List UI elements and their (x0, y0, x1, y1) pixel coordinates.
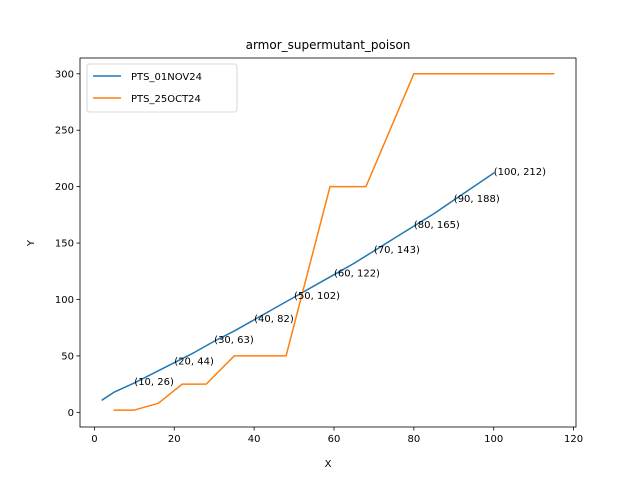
y-tick-label: 250 (55, 126, 74, 137)
data-label: (50, 102) (294, 291, 340, 302)
x-tick-label: 20 (168, 434, 181, 445)
x-tick-label: 120 (564, 434, 583, 445)
plot-area: 0 20 40 60 80 100 120 0 50 100 150 200 250 300 (10, 26… (55, 57, 583, 445)
chart-title: armor_supermutant_poison (246, 38, 411, 52)
data-label: (10, 26) (134, 377, 174, 388)
axes-frame (79, 57, 577, 428)
series-line-pts-25oct24 (113, 73, 555, 411)
data-label: (20, 44) (174, 357, 214, 368)
x-axis-label: X (325, 459, 332, 470)
y-axis-label: Y (26, 239, 37, 247)
data-label: (70, 143) (374, 245, 420, 256)
data-label: (40, 82) (254, 314, 294, 325)
y-tick-label: 300 (55, 69, 74, 80)
y-tick-label: 50 (61, 351, 74, 362)
x-tick-label: 80 (407, 434, 420, 445)
data-label: (90, 188) (454, 194, 500, 205)
legend-label: PTS_01NOV24 (131, 72, 202, 83)
legend-box (86, 63, 238, 113)
x-tick-label: 100 (484, 434, 503, 445)
y-tick-label: 200 (55, 182, 74, 193)
x-tick-label: 60 (328, 434, 341, 445)
data-label: (100, 212) (494, 167, 546, 178)
data-label: (30, 63) (214, 335, 254, 346)
y-tick-label: 150 (55, 239, 74, 250)
legend-label: PTS_25OCT24 (131, 94, 201, 105)
x-tick-label: 0 (91, 434, 97, 445)
data-label: (80, 165) (414, 220, 460, 231)
data-label: (60, 122) (334, 269, 380, 280)
y-tick-label: 100 (55, 295, 74, 306)
legend: PTS_01NOV24 PTS_25OCT24 (86, 63, 238, 113)
series-line-pts-01nov24 (101, 172, 495, 401)
x-tick-label: 40 (248, 434, 261, 445)
y-tick-label: 0 (68, 408, 74, 419)
